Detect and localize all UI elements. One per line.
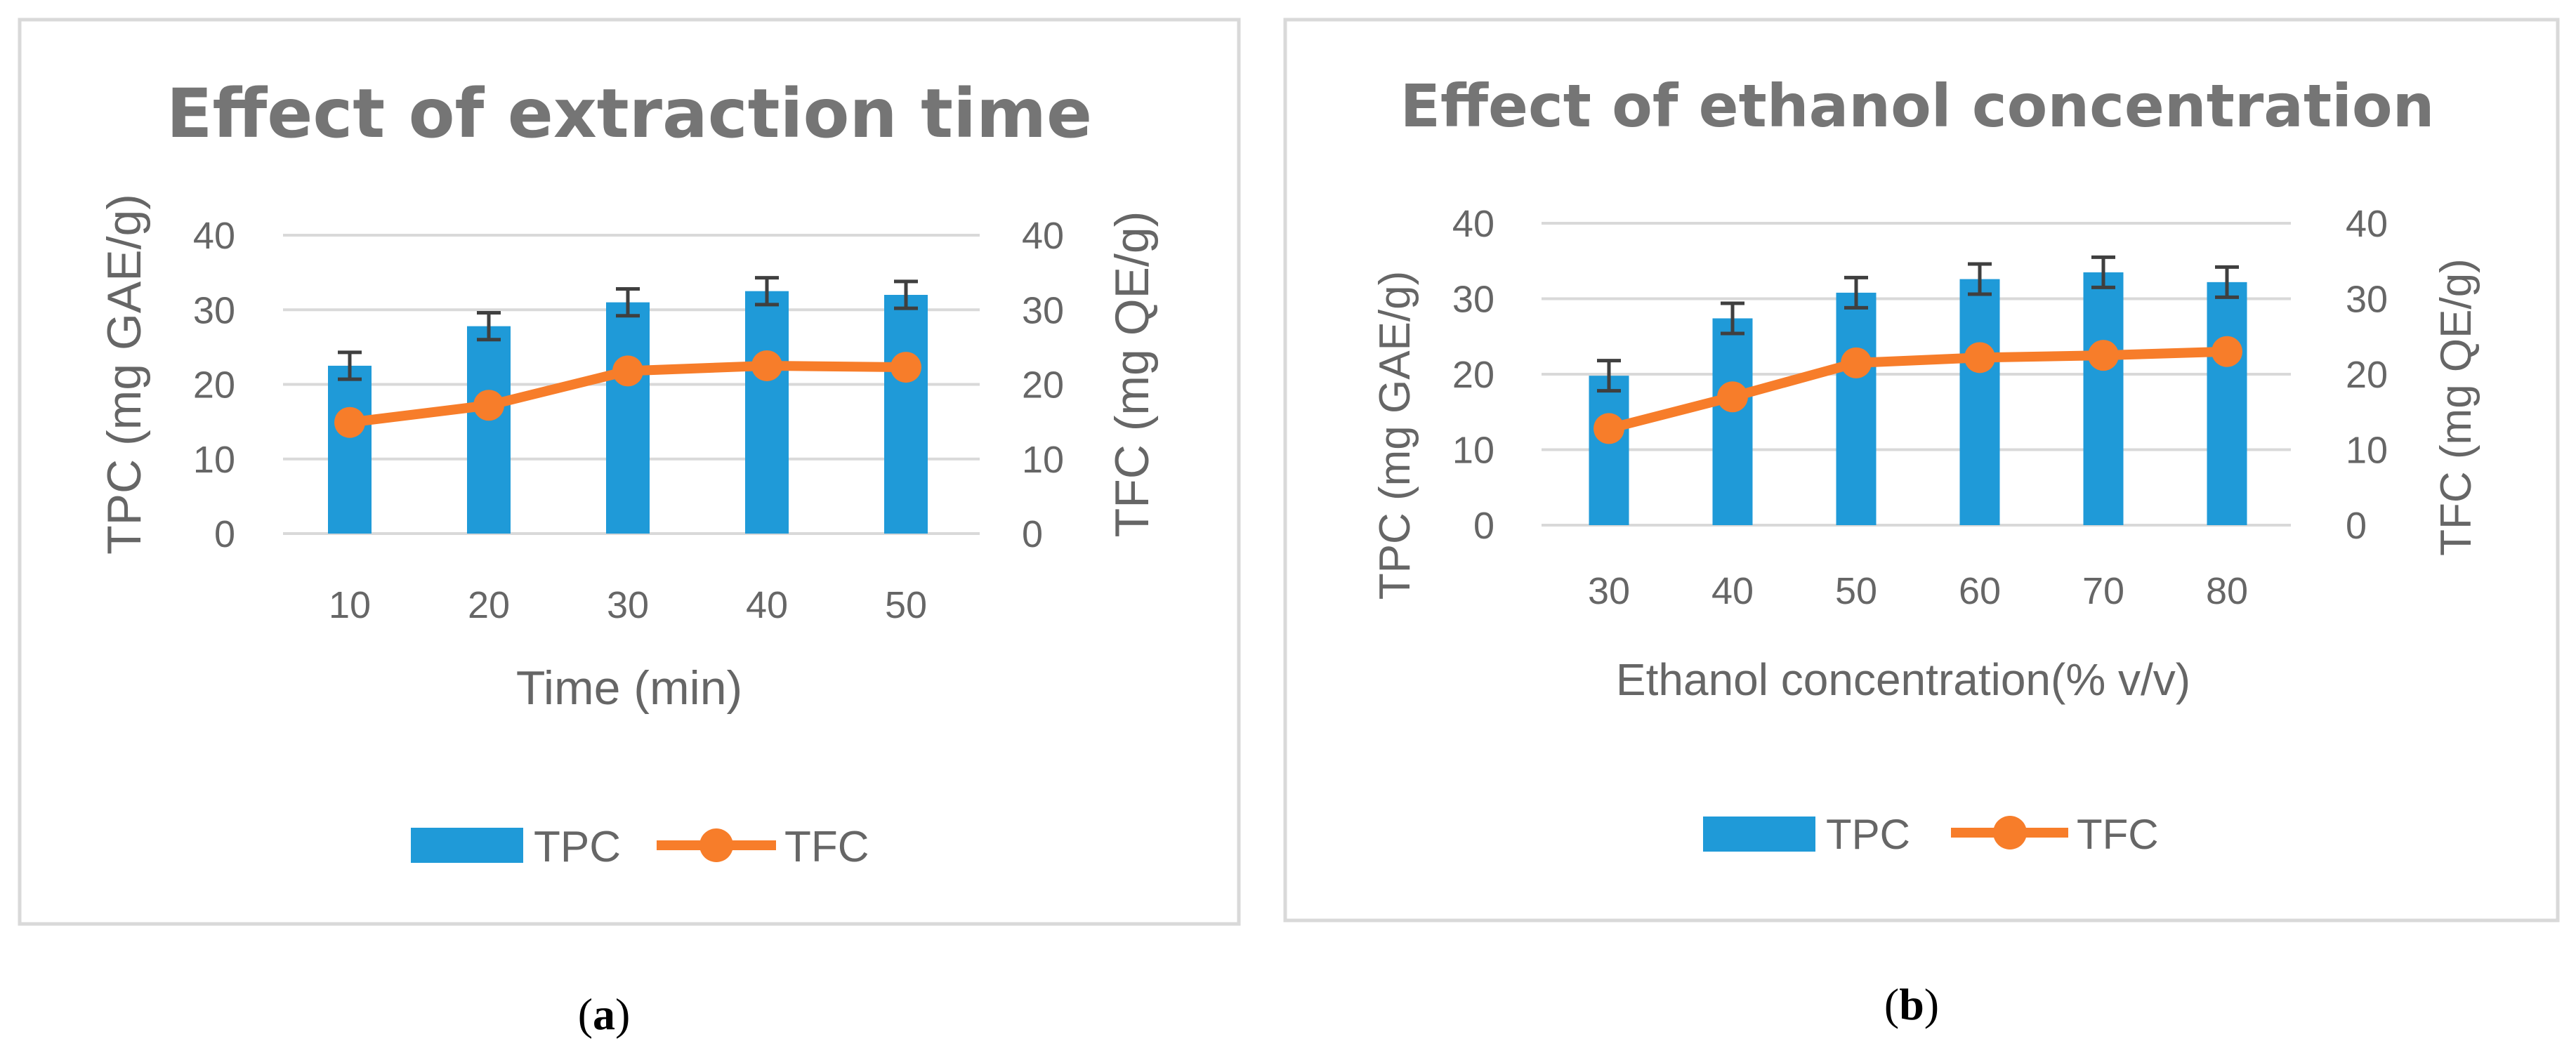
chart-b-legend-tpc-swatch bbox=[1703, 817, 1815, 852]
chart-a-xtick: 30 bbox=[607, 584, 649, 626]
chart-b-xtick: 30 bbox=[1588, 570, 1630, 612]
chart-a-ytick-left: 10 bbox=[193, 439, 235, 481]
chart-a-legend-tpc-swatch bbox=[411, 828, 523, 863]
chart-a-errorbar bbox=[894, 279, 918, 310]
chart-a-legend-tpc-label: TPC bbox=[534, 823, 621, 871]
chart-a-tfc-point bbox=[473, 390, 504, 421]
chart-a-xtick: 40 bbox=[746, 584, 788, 626]
chart-a-ytick-left: 40 bbox=[193, 215, 235, 257]
chart-b-tfc-point bbox=[2212, 336, 2242, 367]
chart-b-bar-tpc bbox=[2083, 272, 2124, 525]
chart-b-ytick-right: 40 bbox=[2346, 203, 2388, 245]
chart-b-bar-tpc bbox=[2207, 282, 2247, 525]
chart-a-tfc-point bbox=[612, 355, 643, 387]
chart-a-tfc-point bbox=[891, 352, 921, 383]
chart-b-ytick-right: 20 bbox=[2346, 354, 2388, 396]
chart-a-bars bbox=[328, 291, 928, 534]
chart-a-bar-tpc bbox=[884, 295, 928, 534]
chart-b-title: Effect of ethanol concentration bbox=[1400, 72, 2435, 140]
chart-b-ytick-right: 0 bbox=[2346, 505, 2367, 547]
chart-a-ytick-right: 20 bbox=[1022, 364, 1064, 406]
chart-a-ytick-left: 20 bbox=[193, 364, 235, 406]
chart-a-ticks: 0 0 10 10 20 20 30 30 40 40 10 20 30 40 50 bbox=[193, 215, 1064, 626]
chart-b-xtick: 80 bbox=[2206, 570, 2248, 612]
chart-a-bar-tpc bbox=[328, 365, 372, 534]
chart-b-tfc-point bbox=[2088, 340, 2119, 371]
chart-b-ytick-left: 10 bbox=[1452, 430, 1494, 472]
chart-b-border bbox=[1283, 18, 2560, 923]
chart-b-legend-tpc-label: TPC bbox=[1826, 811, 1910, 858]
chart-b-errorbar bbox=[2091, 255, 2115, 289]
chart-b-xtick: 50 bbox=[1835, 570, 1877, 612]
chart-a-legend: TPC TFC bbox=[411, 823, 869, 871]
chart-a-legend-tfc-label: TFC bbox=[784, 823, 869, 871]
chart-a-ytick-right: 30 bbox=[1022, 289, 1064, 331]
chart-a-error-bars bbox=[338, 276, 918, 381]
chart-a-ylabel-right: TFC (mg QE/g) bbox=[1105, 211, 1159, 538]
chart-b-ytick-left: 20 bbox=[1452, 354, 1494, 396]
chart-b-xlabel: Ethanol concentration(% v/v) bbox=[1616, 654, 2190, 705]
chart-b-ylabel-right: TFC (mg QE/g) bbox=[2432, 258, 2480, 556]
chart-a-bar-tpc bbox=[467, 326, 511, 534]
chart-a-errorbar bbox=[477, 311, 501, 342]
chart-b-xtick: 60 bbox=[1959, 570, 2001, 612]
chart-a-title: Effect of extraction time bbox=[166, 74, 1092, 153]
chart-a-xtick: 20 bbox=[468, 584, 510, 626]
chart-panel-a: Effect of extraction time 0 0 10 10 20 20 30 30… bbox=[18, 18, 1241, 1039]
chart-b-errorbar bbox=[1597, 359, 1621, 393]
chart-a-bar-tpc bbox=[745, 291, 789, 534]
chart-b-ylabel-left: TPC (mg GAE/g) bbox=[1371, 271, 1419, 600]
chart-b-errorbar bbox=[1844, 275, 1868, 310]
chart-b-errorbar bbox=[1721, 301, 1744, 336]
chart-a-xtick: 50 bbox=[885, 584, 927, 626]
chart-b-ytick-left: 30 bbox=[1452, 279, 1494, 321]
chart-b-xtick: 70 bbox=[2082, 570, 2124, 612]
chart-b-legend: TPC TFC bbox=[1703, 811, 2159, 858]
chart-a-errorbar bbox=[755, 276, 779, 307]
chart-b-xtick: 40 bbox=[1711, 570, 1754, 612]
chart-b-bars bbox=[1589, 272, 2247, 525]
chart-b-ytick-left: 40 bbox=[1452, 203, 1494, 245]
chart-b-errorbar bbox=[2215, 265, 2239, 299]
chart-a-xtick: 10 bbox=[329, 584, 371, 626]
chart-b-tfc-point bbox=[1964, 342, 1995, 374]
chart-a-errorbar bbox=[616, 287, 640, 318]
chart-b-tfc-polyline bbox=[1608, 346, 2228, 434]
chart-b-tfc-point bbox=[1717, 381, 1748, 413]
chart-a-tfc-point bbox=[751, 350, 782, 381]
chart-panel-b: Effect of ethanol concentration 0 0 10 10 20… bbox=[1283, 18, 2560, 1029]
chart-a-ytick-right: 40 bbox=[1022, 215, 1064, 257]
chart-b-bar-tpc bbox=[1959, 279, 2000, 525]
chart-b-bar-tpc bbox=[1589, 376, 1629, 525]
chart-a-tfc-line bbox=[334, 350, 921, 438]
chart-b-legend-tfc-label: TFC bbox=[2077, 811, 2159, 858]
chart-a-xlabel: Time (min) bbox=[516, 661, 742, 715]
chart-a-ytick-right: 10 bbox=[1022, 439, 1064, 481]
chart-a-ylabel-left: TPC (mg GAE/g) bbox=[98, 194, 151, 555]
chart-a-errorbar bbox=[338, 350, 362, 381]
chart-a-ytick-left: 0 bbox=[214, 513, 235, 555]
chart-b-tfc-point bbox=[1593, 413, 1624, 444]
chart-b-caption: (b) bbox=[1884, 979, 1939, 1029]
chart-b-error-bars bbox=[1597, 255, 2239, 393]
chart-b-bar-tpc bbox=[1836, 292, 1877, 525]
chart-b-tfc-point bbox=[1841, 347, 1872, 378]
chart-b-ytick-right: 30 bbox=[2346, 279, 2388, 321]
chart-b-errorbar bbox=[1968, 262, 1992, 296]
chart-b-gridlines bbox=[1542, 222, 2291, 527]
chart-b-legend-tfc-marker bbox=[1993, 816, 2027, 850]
chart-a-caption: (a) bbox=[578, 989, 631, 1039]
chart-b-ytick-left: 0 bbox=[1473, 505, 1494, 547]
chart-b-ytick-right: 10 bbox=[2346, 430, 2388, 472]
chart-a-tfc-point bbox=[334, 406, 365, 438]
chart-b-bar-tpc bbox=[1712, 318, 1753, 525]
chart-a-ytick-right: 0 bbox=[1022, 513, 1043, 555]
chart-a-ytick-left: 30 bbox=[193, 289, 235, 331]
chart-a-bar-tpc bbox=[606, 302, 650, 534]
chart-b-tfc-line bbox=[1593, 336, 2242, 444]
chart-a-legend-tfc-marker bbox=[699, 828, 733, 862]
chart-b-ticks: 0 0 10 10 20 20 30 30 40 40 30 40 50 60 70 80 bbox=[1452, 203, 2388, 612]
